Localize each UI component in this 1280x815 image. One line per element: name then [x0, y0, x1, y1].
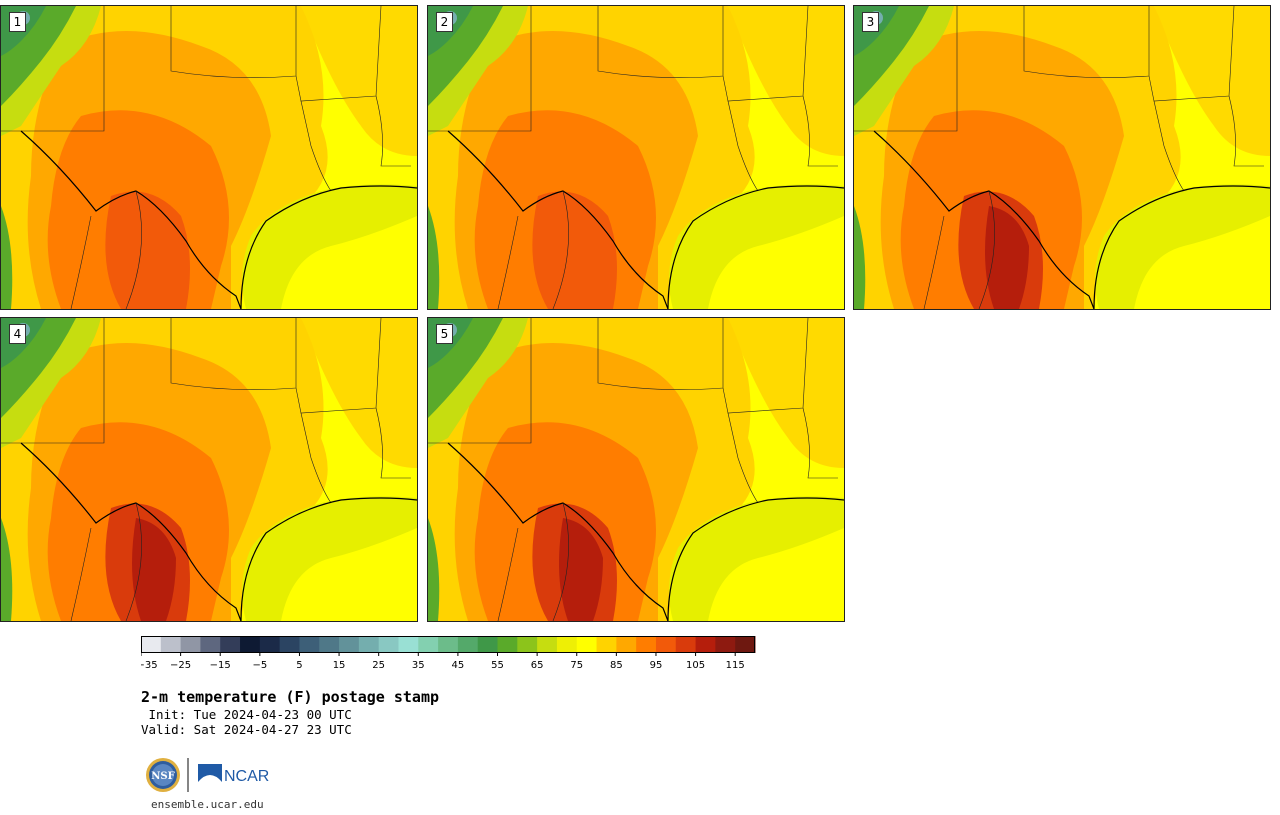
colorbar-swatch — [655, 636, 677, 653]
logos: NSF NCAR — [144, 756, 274, 794]
colorbar-swatch — [319, 636, 340, 653]
colorbar-swatch — [477, 636, 499, 653]
colorbar-swatch — [596, 636, 617, 653]
colorbar-swatch — [616, 636, 637, 653]
colorbar-swatch — [418, 636, 439, 653]
colorbar-swatch — [735, 636, 756, 653]
colorbar-swatch — [517, 636, 538, 653]
site-url: ensemble.ucar.edu — [151, 798, 264, 811]
colorbar-swatch — [636, 636, 657, 653]
panel-number: 4 — [9, 324, 26, 344]
panel-number: 2 — [436, 12, 453, 32]
map-panel-4: 4 — [0, 317, 418, 622]
colorbar-tick-label: 45 — [452, 660, 465, 671]
valid-time: Valid: Sat 2024-04-27 23 UTC — [141, 722, 352, 737]
colorbar-tick-label: 105 — [686, 660, 705, 671]
temperature-map-5 — [428, 318, 844, 621]
colorbar-swatch — [497, 636, 518, 653]
colorbar-swatch — [299, 636, 320, 653]
svg-text:NSF: NSF — [151, 771, 174, 782]
colorbar-swatch — [537, 636, 558, 653]
colorbar-tick-label: −25 — [170, 660, 191, 671]
colorbar-swatch — [141, 636, 162, 653]
map-panel-5: 5 — [427, 317, 845, 622]
colorbar-tick-label: 15 — [333, 660, 346, 671]
colorbar-swatch — [675, 636, 697, 653]
colorbar-swatch — [695, 636, 716, 653]
temperature-map-1 — [1, 6, 417, 309]
colorbar-swatch — [180, 636, 201, 653]
svg-text:NCAR: NCAR — [224, 768, 269, 785]
panel-number: 1 — [9, 12, 26, 32]
colorbar-swatch — [160, 636, 182, 653]
colorbar-swatch — [240, 636, 261, 653]
colorbar-tick-label: 5 — [296, 660, 302, 671]
colorbar-tick-label: 75 — [570, 660, 583, 671]
colorbar-swatch — [259, 636, 281, 653]
map-panel-3: 3 — [853, 5, 1271, 310]
colorbar-swatch — [358, 636, 380, 653]
colorbar: −35 −25 −15 −5 5 15 25 35 45 55 65 75 85 95 105 115 — [141, 636, 756, 671]
map-panel-1: 1 — [0, 5, 418, 310]
colorbar-swatch — [576, 636, 598, 653]
colorbar-tick-label: 95 — [650, 660, 663, 671]
colorbar-tick-label: −15 — [210, 660, 231, 671]
colorbar-tick-label: −5 — [252, 660, 267, 671]
colorbar-tick-label: 55 — [491, 660, 504, 671]
colorbar-swatch — [279, 636, 300, 653]
colorbar-tick-label: 35 — [412, 660, 425, 671]
temperature-map-3 — [854, 6, 1270, 309]
colorbar-tick-label: −35 — [141, 660, 158, 671]
colorbar-swatch — [715, 636, 736, 653]
map-panel-2: 2 — [427, 5, 845, 310]
nsf-logo-icon: NSF — [146, 758, 180, 792]
colorbar-swatch — [398, 636, 419, 653]
panel-number: 3 — [862, 12, 879, 32]
colorbar-swatch — [339, 636, 360, 653]
colorbar-swatch — [457, 636, 479, 653]
colorbar-swatch — [438, 636, 459, 653]
colorbar-swatch — [556, 636, 578, 653]
chart-title: 2-m temperature (F) postage stamp — [141, 688, 440, 706]
colorbar-tick-label: 115 — [726, 660, 745, 671]
temperature-map-4 — [1, 318, 417, 621]
colorbar-swatch — [220, 636, 241, 653]
colorbar-tick-label: 65 — [531, 660, 544, 671]
colorbar-swatch — [200, 636, 221, 653]
ncar-logo-icon: NCAR — [198, 764, 269, 785]
colorbar-tick-label: 85 — [610, 660, 623, 671]
init-time: Init: Tue 2024-04-23 00 UTC — [141, 707, 352, 722]
colorbar-tick-label: 25 — [372, 660, 385, 671]
colorbar-swatch — [378, 636, 399, 653]
panel-number: 5 — [436, 324, 453, 344]
temperature-map-2 — [428, 6, 844, 309]
